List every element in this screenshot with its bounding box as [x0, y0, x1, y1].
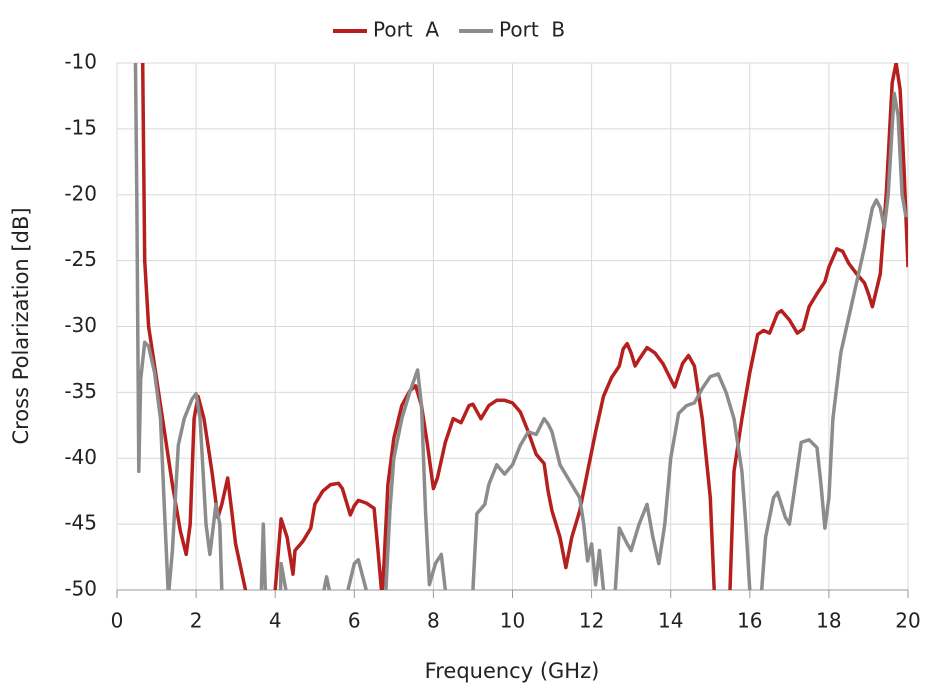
y-tick-label: -45 — [64, 511, 97, 535]
legend-label: Port B — [499, 18, 565, 42]
y-tick-label: -40 — [64, 445, 97, 469]
x-tick-label: 20 — [895, 609, 920, 633]
x-tick-label: 12 — [579, 609, 604, 633]
legend-label: Port A — [373, 18, 439, 42]
y-tick-label: -30 — [64, 313, 97, 337]
line-series — [133, 63, 908, 590]
y-axis-label: Cross Polarization [dB] — [9, 207, 33, 444]
y-tick-label: -25 — [64, 247, 97, 271]
x-tick-label: 4 — [269, 609, 282, 633]
y-tick-label: -10 — [64, 50, 97, 74]
x-tick-label: 0 — [111, 609, 124, 633]
y-tick-label: -20 — [64, 181, 97, 205]
y-tick-label: -15 — [64, 115, 97, 139]
y-tick-label: -35 — [64, 379, 97, 403]
x-tick-label: 10 — [500, 609, 525, 633]
x-tick-label: 2 — [190, 609, 203, 633]
x-tick-label: 18 — [816, 609, 841, 633]
plot-area — [133, 63, 908, 590]
y-tick-label: -50 — [64, 577, 97, 601]
x-tick-label: 14 — [658, 609, 683, 633]
x-tick-label: 8 — [427, 609, 440, 633]
x-axis-label: Frequency (GHz) — [425, 659, 600, 683]
line-series — [140, 63, 908, 590]
x-tick-label: 16 — [737, 609, 762, 633]
x-tick-label: 6 — [348, 609, 361, 633]
